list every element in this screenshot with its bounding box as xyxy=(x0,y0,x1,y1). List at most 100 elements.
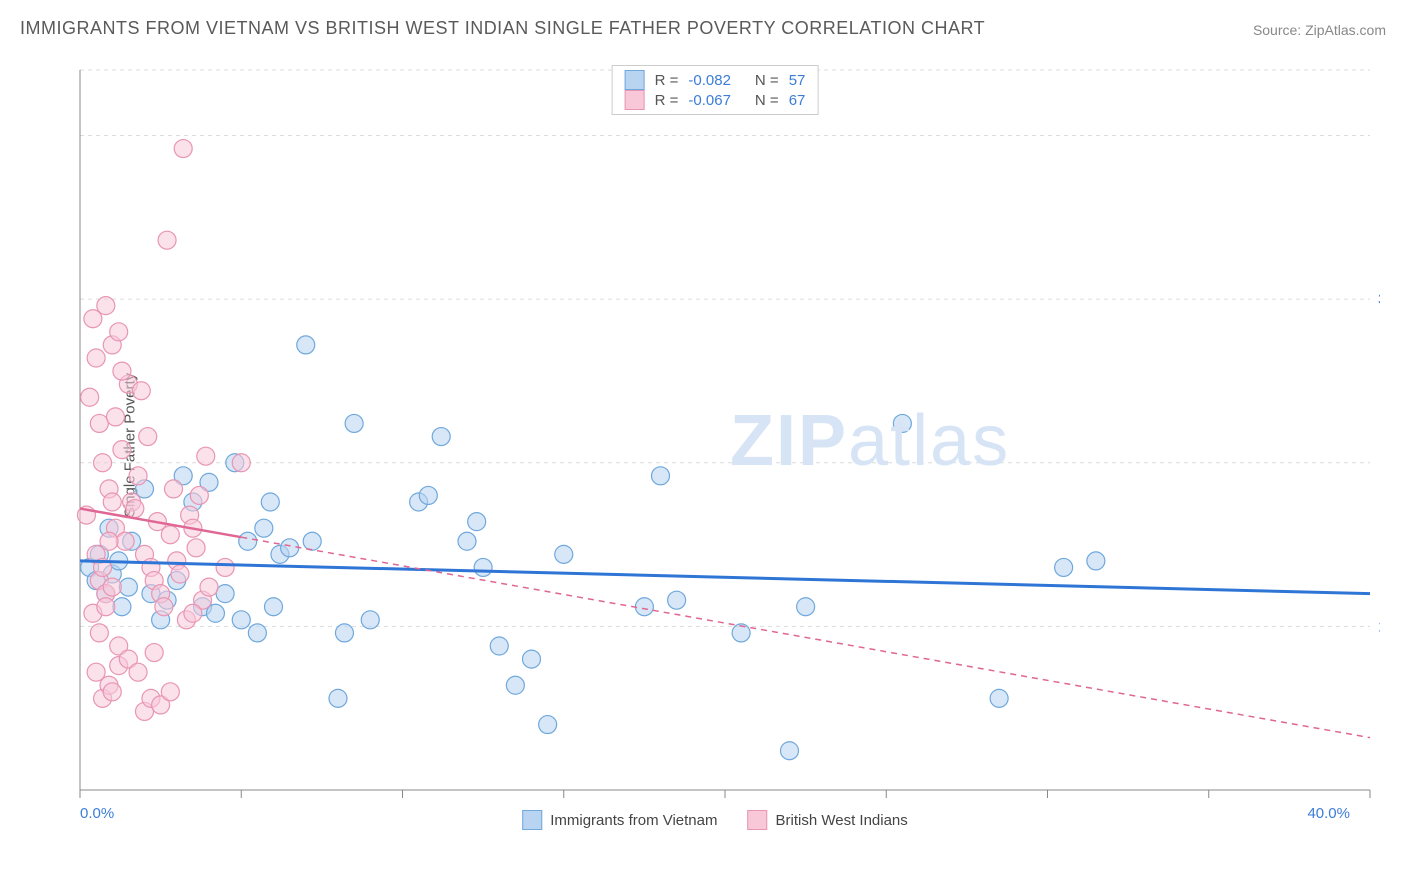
data-point xyxy=(303,532,321,550)
legend-correlation-row: R = -0.082 N = 57 xyxy=(625,70,806,90)
data-point xyxy=(232,611,250,629)
data-point xyxy=(126,500,144,518)
data-point xyxy=(129,663,147,681)
legend-series-item: British West Indians xyxy=(748,810,908,830)
chart-title: IMMIGRANTS FROM VIETNAM VS BRITISH WEST … xyxy=(20,18,985,39)
y-tick-label: 12.5% xyxy=(1378,618,1380,635)
legend-r-label: R = xyxy=(655,72,679,89)
data-point xyxy=(145,644,163,662)
data-point xyxy=(103,683,121,701)
legend-series-label: British West Indians xyxy=(776,812,908,829)
data-point xyxy=(110,323,128,341)
data-point xyxy=(468,513,486,531)
data-point xyxy=(345,414,363,432)
trend-line xyxy=(80,561,1370,594)
data-point xyxy=(174,140,192,158)
data-point xyxy=(216,585,234,603)
data-point xyxy=(232,454,250,472)
legend-correlation-box: R = -0.082 N = 57 R = -0.067 N = 67 xyxy=(612,65,819,115)
data-point xyxy=(990,689,1008,707)
data-point xyxy=(539,716,557,734)
data-point xyxy=(97,598,115,616)
data-point xyxy=(239,532,257,550)
data-point xyxy=(1055,558,1073,576)
data-point xyxy=(490,637,508,655)
data-point xyxy=(165,480,183,498)
data-point xyxy=(187,539,205,557)
data-point xyxy=(103,493,121,511)
trend-line-extrapolated xyxy=(241,537,1370,737)
data-point xyxy=(161,683,179,701)
data-point xyxy=(797,598,815,616)
data-point xyxy=(190,486,208,504)
legend-swatch xyxy=(748,810,768,830)
data-point xyxy=(100,532,118,550)
data-point xyxy=(94,454,112,472)
x-tick-label: 0.0% xyxy=(80,805,114,822)
data-point xyxy=(116,532,134,550)
data-point xyxy=(261,493,279,511)
legend-n-value: 67 xyxy=(789,92,806,109)
data-point xyxy=(106,408,124,426)
data-point xyxy=(255,519,273,537)
legend-swatch xyxy=(625,70,645,90)
data-point xyxy=(197,447,215,465)
data-point xyxy=(155,598,173,616)
scatter-chart: 12.5% 37.5% 0.0% 40.0% xyxy=(50,60,1380,830)
data-point xyxy=(158,231,176,249)
data-point xyxy=(119,578,137,596)
legend-r-value: -0.082 xyxy=(688,72,731,89)
legend-n-value: 57 xyxy=(789,72,806,89)
data-point xyxy=(329,689,347,707)
data-point xyxy=(161,526,179,544)
legend-n-label: N = xyxy=(755,72,779,89)
data-point xyxy=(523,650,541,668)
legend-swatch xyxy=(522,810,542,830)
data-point xyxy=(265,598,283,616)
legend-series: Immigrants from Vietnam British West Indi… xyxy=(522,810,908,830)
data-point xyxy=(652,467,670,485)
data-point xyxy=(668,591,686,609)
y-tick-label: 37.5% xyxy=(1378,291,1380,308)
data-point xyxy=(432,428,450,446)
legend-series-item: Immigrants from Vietnam xyxy=(522,810,717,830)
data-point xyxy=(555,545,573,563)
data-point xyxy=(184,604,202,622)
data-point xyxy=(419,486,437,504)
data-point xyxy=(506,676,524,694)
data-point xyxy=(97,297,115,315)
legend-swatch xyxy=(625,90,645,110)
data-point xyxy=(90,624,108,642)
data-point xyxy=(171,565,189,583)
data-point xyxy=(361,611,379,629)
source-attribution: Source: ZipAtlas.com xyxy=(1253,22,1386,38)
data-point xyxy=(893,414,911,432)
legend-correlation-row: R = -0.067 N = 67 xyxy=(625,90,806,110)
data-point xyxy=(458,532,476,550)
legend-r-value: -0.067 xyxy=(688,92,731,109)
data-point xyxy=(281,539,299,557)
data-point xyxy=(635,598,653,616)
data-point xyxy=(216,558,234,576)
data-point xyxy=(113,598,131,616)
plot-area: Single Father Poverty R =-0.082N =57R =-… xyxy=(50,60,1380,830)
data-point xyxy=(781,742,799,760)
x-tick-label: 40.0% xyxy=(1307,805,1350,822)
data-point xyxy=(103,578,121,596)
data-point xyxy=(113,362,131,380)
data-point xyxy=(200,578,218,596)
data-point xyxy=(81,388,99,406)
data-point xyxy=(474,558,492,576)
data-point xyxy=(335,624,353,642)
legend-r-label: R = xyxy=(655,92,679,109)
data-point xyxy=(129,467,147,485)
data-point xyxy=(1087,552,1105,570)
data-point xyxy=(90,414,108,432)
legend-n-label: N = xyxy=(755,92,779,109)
data-point xyxy=(132,382,150,400)
data-point xyxy=(113,441,131,459)
legend-series-label: Immigrants from Vietnam xyxy=(550,812,717,829)
data-point xyxy=(139,428,157,446)
data-point xyxy=(297,336,315,354)
data-point xyxy=(87,349,105,367)
